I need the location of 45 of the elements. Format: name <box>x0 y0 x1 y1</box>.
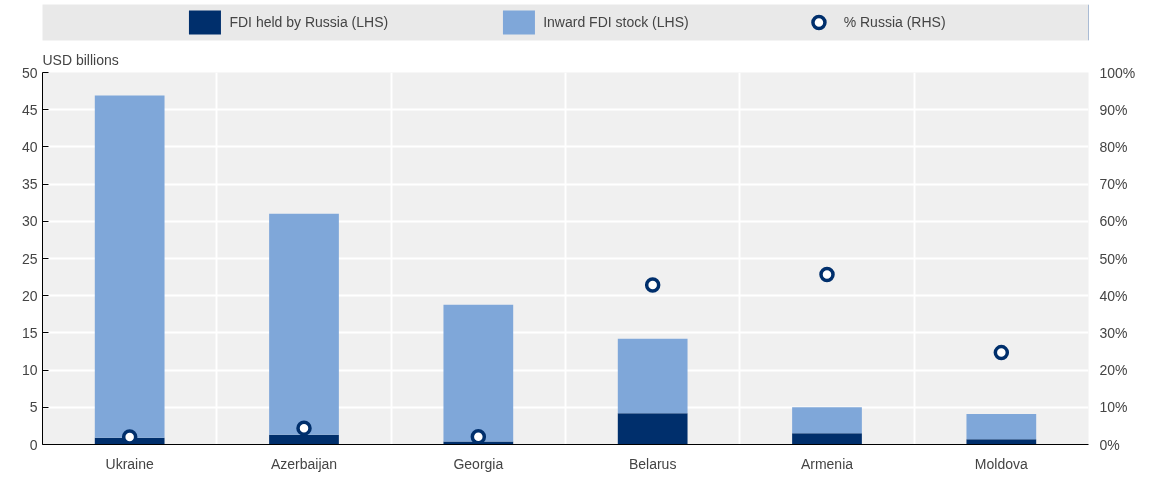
y2-tick-label: 80% <box>1099 138 1128 155</box>
bar <box>966 439 1037 445</box>
bar <box>617 413 688 445</box>
y2-tick-label: 30% <box>1099 324 1128 341</box>
point <box>993 344 1010 361</box>
y2-tick-label: 40% <box>1099 287 1128 304</box>
y2-tick-label: 100% <box>1099 64 1136 81</box>
point <box>819 266 835 283</box>
y2-tick-label: 70% <box>1099 176 1128 193</box>
bar <box>792 407 862 434</box>
y-tick-label: 35 <box>21 176 38 193</box>
x-tick-label: Belarus <box>628 455 677 472</box>
bar <box>966 414 1037 440</box>
y2-tick-label: 10% <box>1099 399 1128 416</box>
y2-tick-label: 60% <box>1099 213 1128 230</box>
x-tick-label: Ukraine <box>105 455 154 472</box>
y-tick-label: 50 <box>21 64 38 81</box>
x-tick-label: Armenia <box>800 455 854 472</box>
legend-label: Inward FDI stock (LHS) <box>543 13 689 32</box>
x-tick-label: Moldova <box>974 455 1029 472</box>
y-tick-label: 45 <box>21 101 38 118</box>
bar <box>269 213 339 435</box>
x-tick-label: Georgia <box>453 455 504 472</box>
y2-tick-label: 90% <box>1099 101 1128 118</box>
x-tick-label: Azerbaijan <box>270 455 338 472</box>
y-tick-label: 0 <box>29 436 38 453</box>
y-tick-label: 5 <box>29 399 38 416</box>
y-tick-label: 20 <box>21 287 38 304</box>
y-tick-label: 15 <box>21 324 38 341</box>
y-axis-title: USD billions <box>42 51 119 68</box>
bar <box>94 95 165 438</box>
bar <box>792 433 862 445</box>
y2-tick-label: 0% <box>1099 436 1120 453</box>
y-tick-label: 10 <box>21 362 38 379</box>
legend-label: % Russia (RHS) <box>843 13 946 32</box>
point <box>644 277 661 293</box>
point <box>296 420 312 436</box>
y-tick-label: 40 <box>21 138 38 155</box>
y-tick-label: 30 <box>21 213 38 230</box>
y-tick-label: 25 <box>21 250 38 267</box>
y2-tick-label: 50% <box>1099 250 1128 267</box>
y2-tick-label: 20% <box>1099 362 1128 379</box>
bar <box>443 304 514 442</box>
legend-label: FDI held by Russia (LHS) <box>229 13 389 32</box>
bar <box>617 338 688 414</box>
